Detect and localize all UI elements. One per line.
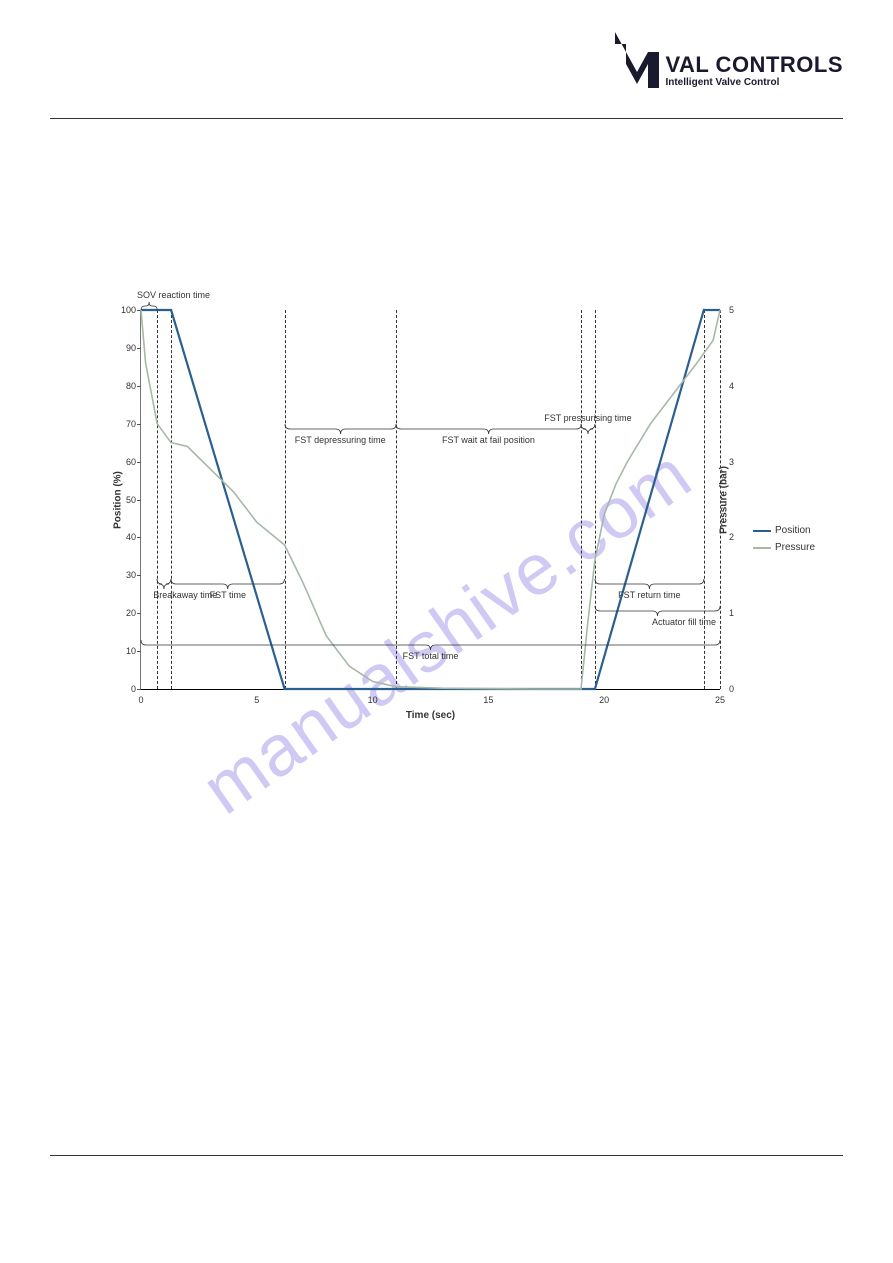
ann-fst-time: FST time: [210, 590, 246, 600]
brace: [581, 424, 595, 436]
yleft-tick: 40: [111, 532, 136, 542]
legend-row: Position: [753, 525, 815, 536]
brace-sov: [141, 302, 157, 310]
ann-fst-total: FST total time: [403, 651, 459, 661]
series-svg: [141, 310, 720, 689]
ann-breakaway: Breakaway time: [153, 590, 217, 600]
brand-name: VAL CONTROLS: [665, 54, 843, 76]
header-divider: [50, 118, 843, 119]
legend: Position Pressure: [753, 525, 815, 559]
x-tick: 15: [483, 695, 493, 705]
legend-row: Pressure: [753, 542, 815, 553]
yleft-tick: 60: [111, 457, 136, 467]
yleft-tick: 10: [111, 646, 136, 656]
fst-chart: 0 10 20 30 40 50 60 70 80 90 100 0 1 2 3…: [100, 280, 820, 750]
yleft-tick: 20: [111, 608, 136, 618]
x-tick: 0: [138, 695, 143, 705]
yleft-tick: 0: [111, 684, 136, 694]
ann-fst-return: FST return time: [618, 590, 680, 600]
x-tick: 5: [254, 695, 259, 705]
x-tick: 20: [599, 695, 609, 705]
ann-fst-wait: FST wait at fail position: [442, 435, 535, 445]
plot-area: 0 10 20 30 40 50 60 70 80 90 100 0 1 2 3…: [140, 310, 720, 690]
ann-actuator-fill: Actuator fill time: [652, 617, 716, 627]
yright-tick: 4: [729, 381, 734, 391]
legend-swatch-pressure: [753, 547, 771, 549]
yright-tick: 2: [729, 532, 734, 542]
y-left-label: Position (%): [112, 471, 123, 529]
legend-label: Position: [775, 525, 811, 536]
brand-logo-icon: [615, 32, 659, 88]
brand-tagline: Intelligent Valve Control: [665, 78, 779, 88]
ann-fst-depressuring: FST depressuring time: [295, 435, 386, 445]
yleft-tick: 80: [111, 381, 136, 391]
ann-fst-pressurising: FST pressurising time: [544, 413, 631, 423]
ann-sov: SOV reaction time: [137, 290, 210, 300]
x-tick: 25: [715, 695, 725, 705]
footer-divider: [50, 1155, 843, 1156]
legend-label: Pressure: [775, 542, 815, 553]
yright-tick: 1: [729, 608, 734, 618]
yleft-tick: 90: [111, 343, 136, 353]
header: VAL CONTROLS Intelligent Valve Control: [615, 32, 843, 88]
brand-text: VAL CONTROLS Intelligent Valve Control: [665, 54, 843, 88]
yright-tick: 0: [729, 684, 734, 694]
x-tick: 10: [368, 695, 378, 705]
yright-tick: 3: [729, 457, 734, 467]
legend-swatch-position: [753, 530, 771, 532]
x-axis-label: Time (sec): [406, 710, 455, 721]
yleft-tick: 70: [111, 419, 136, 429]
yright-tick: 5: [729, 305, 734, 315]
yleft-tick: 100: [111, 305, 136, 315]
vline: [720, 310, 721, 689]
yleft-tick: 30: [111, 570, 136, 580]
